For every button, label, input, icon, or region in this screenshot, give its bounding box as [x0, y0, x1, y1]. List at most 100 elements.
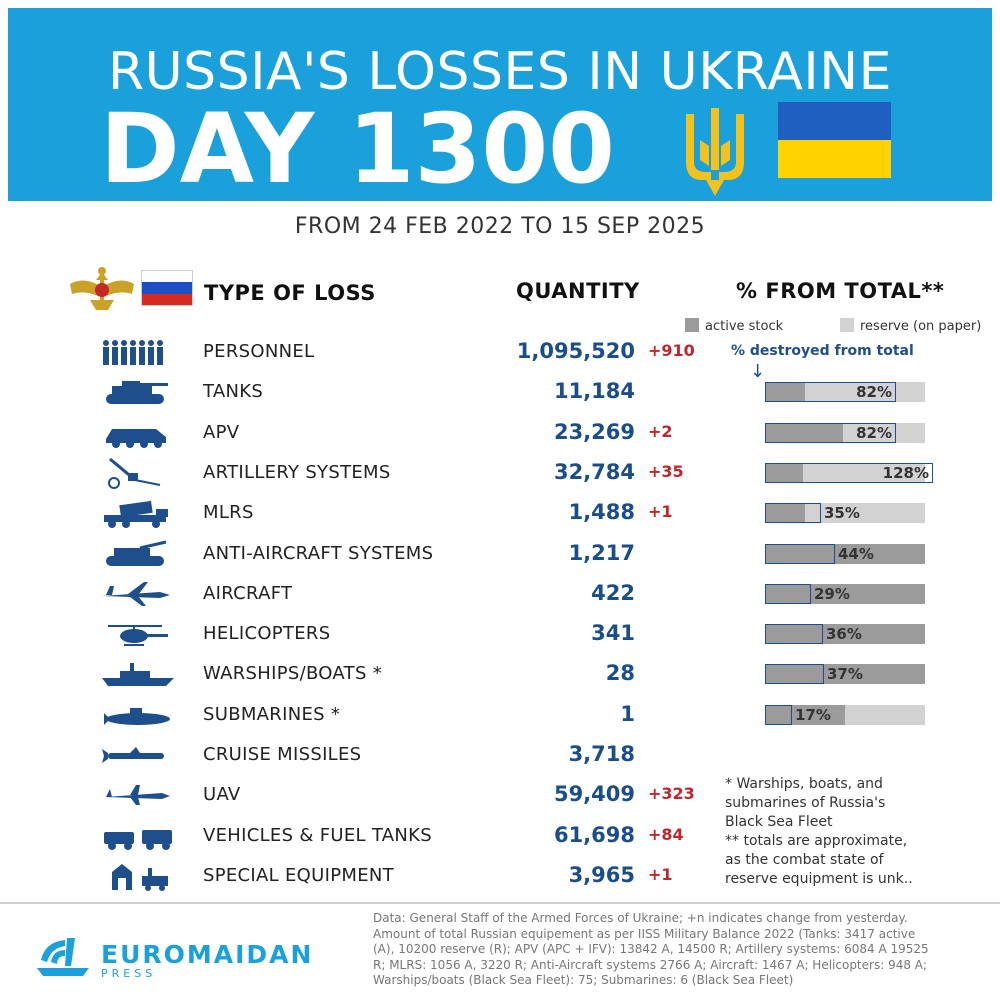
percent-bar: 128% [765, 462, 933, 483]
bar-percent-label: 44% [838, 544, 874, 563]
percent-bar: 29% [765, 583, 925, 604]
table-row: MLRS 1,488 +1 35% [0, 493, 1000, 533]
row-quantity: 1,488 [568, 500, 635, 525]
percent-bar: 17% [765, 704, 925, 725]
row-quantity: 61,698 [553, 822, 635, 847]
row-quantity: 11,184 [553, 379, 635, 404]
row-label: SUBMARINES * [203, 703, 341, 725]
row-quantity: 3,965 [568, 862, 635, 887]
bar-destroyed-outline [765, 543, 835, 564]
header-banner: RUSSIA'S LOSSES IN UKRAINE DAY 1300 [8, 8, 992, 201]
row-quantity: 341 [591, 621, 635, 646]
bar-percent-label: 35% [824, 504, 860, 523]
header-percent-from-total: % FROM TOTAL** [736, 279, 945, 303]
bar-destroyed-outline [765, 704, 792, 725]
bar-destroyed-outline [765, 624, 823, 645]
brand-name: EUROMAIDAN [101, 940, 314, 969]
bar-percent-label: 36% [826, 625, 862, 644]
ukraine-flag-icon [778, 102, 891, 178]
percent-bar: 82% [765, 422, 925, 443]
soldiers-icon [103, 340, 163, 365]
apv-icon [106, 428, 166, 448]
row-label: AIRCRAFT [203, 582, 293, 604]
legend-reserve-swatch [840, 318, 854, 332]
table-row: SUBMARINES * 1 17% [0, 695, 1000, 735]
header-type-of-loss: TYPE OF LOSS [204, 281, 376, 305]
vehicles-icon [104, 829, 172, 850]
footnote-line: as the combat state of [725, 852, 884, 868]
bar-active-stock [765, 422, 843, 443]
bar-destroyed-outline [765, 503, 821, 524]
source-line: Data: General Staff of the Armed Forces … [373, 911, 908, 925]
row-quantity: 1,217 [568, 540, 635, 565]
legend-active-swatch [685, 318, 699, 332]
row-delta: +35 [648, 461, 684, 481]
bar-active-stock [765, 583, 925, 604]
table-row: HELICOPTERS 341 36% [0, 614, 1000, 654]
header-quantity: QUANTITY [516, 279, 640, 303]
row-label: SPECIAL EQUIPMENT [203, 864, 394, 886]
row-quantity: 422 [591, 580, 635, 605]
bar-active-stock [765, 704, 845, 725]
footnote-line: ** totals are approximate, [725, 833, 908, 849]
bar-destroyed-outline [765, 583, 811, 604]
row-label: VEHICLES & FUEL TANKS [203, 824, 432, 846]
legend-reserve: reserve (on paper) [840, 318, 981, 334]
row-label: ARTILLERY SYSTEMS [203, 461, 391, 483]
table-row: TANKS 11,184 82% [0, 372, 1000, 412]
russia-flag-icon [141, 270, 193, 306]
percent-bar: 35% [765, 503, 925, 524]
table-row: ANTI-AIRCRAFT SYSTEMS 1,217 44% [0, 534, 1000, 574]
uav-icon [106, 785, 170, 806]
row-quantity: 3,718 [568, 742, 635, 766]
row-delta: +1 [648, 864, 673, 884]
bar-reserve [843, 422, 925, 443]
bar-percent-label: 17% [795, 705, 831, 724]
warship-icon [102, 663, 174, 687]
tank-icon [106, 381, 168, 405]
row-label: HELICOPTERS [203, 623, 331, 645]
bar-percent-label: 82% [856, 383, 892, 402]
bar-reserve [845, 704, 925, 725]
table-row: WARSHIPS/BOATS * 28 37% [0, 654, 1000, 694]
euromaidan-logo-icon [37, 938, 89, 976]
row-quantity: 1 [620, 701, 635, 726]
table-row: APV 23,269 +2 82% [0, 413, 1000, 453]
source-line: (A), 10200 reserve (R); APV (APC + IFV):… [373, 942, 929, 956]
helicopter-icon [108, 625, 168, 647]
row-label: ANTI-AIRCRAFT SYSTEMS [203, 542, 434, 564]
artillery-icon [108, 457, 161, 489]
table-row: PERSONNEL 1,095,520 +910 [0, 332, 1000, 372]
bar-percent-label: 82% [856, 423, 892, 442]
banner-title: RUSSIA'S LOSSES IN UKRAINE [107, 42, 892, 102]
bar-percent-label: 29% [814, 584, 850, 603]
row-quantity: 32,784 [553, 459, 635, 484]
row-delta: +1 [648, 502, 673, 522]
special-equipment-icon [112, 863, 168, 891]
table-row: AIRCRAFT 422 29% [0, 574, 1000, 614]
row-label: WARSHIPS/BOATS * [203, 663, 382, 685]
row-label: PERSONNEL [203, 341, 315, 362]
footnote-line: Black Sea Fleet [725, 814, 833, 830]
row-label: UAV [203, 784, 241, 806]
row-label: TANKS [203, 381, 264, 403]
bar-destroyed-outline [765, 422, 896, 443]
percent-bar: 44% [765, 543, 925, 564]
row-quantity: 28 [605, 661, 635, 686]
submarine-icon [104, 707, 170, 725]
brand-sub: PRESS [101, 967, 157, 980]
source-line: Warships/boats (Black Sea Fleet): 75; Su… [373, 973, 794, 987]
bar-percent-label: 128% [882, 463, 929, 482]
bar-active-stock [765, 382, 805, 403]
russian-mod-emblem-icon [70, 267, 134, 310]
footnote-line: submarines of Russia's [725, 795, 886, 811]
bar-percent-label: 37% [827, 665, 863, 684]
percent-bar: 82% [765, 382, 925, 403]
table-row: SPECIAL EQUIPMENT 3,965 +1 [0, 856, 1000, 896]
cruise-missile-icon [102, 747, 164, 763]
legend-reserve-label: reserve (on paper) [860, 319, 982, 334]
row-label: APV [203, 421, 240, 443]
percent-bar: 37% [765, 664, 925, 685]
table-row: ARTILLERY SYSTEMS 32,784 +35 128% [0, 453, 1000, 493]
row-delta: +910 [648, 341, 695, 360]
